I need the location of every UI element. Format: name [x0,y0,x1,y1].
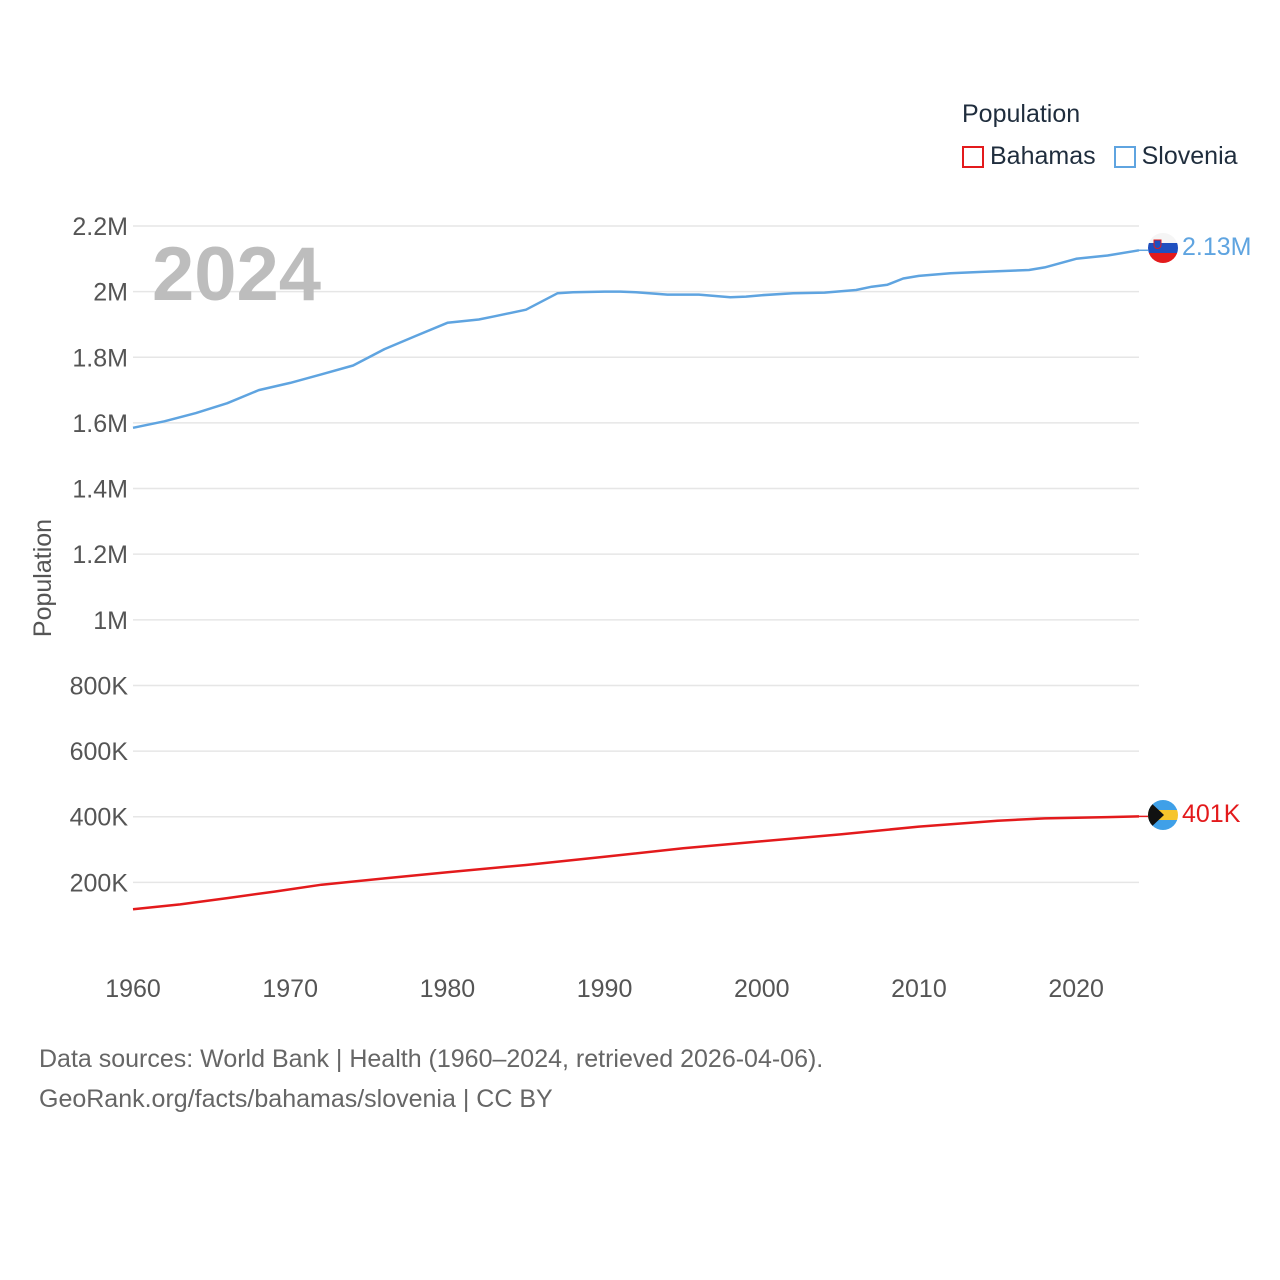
y-tick-label: 1.2M [72,541,128,569]
legend-title: Population [962,100,1081,128]
series-line-slovenia [132,249,1140,430]
x-tick-label: 2000 [734,975,790,1003]
legend-swatch-bahamas [962,145,984,168]
y-tick-label: 600K [70,738,129,766]
slovenia-end-label: 2.13M [1182,233,1251,261]
slovenia-flag-icon [1148,233,1178,263]
legend-item-bahamas[interactable]: Bahamas [962,142,1096,171]
legend-label-bahamas: Bahamas [990,142,1096,170]
footer-link[interactable]: GeoRank.org/facts/bahamas/slovenia | CC … [39,1085,553,1113]
y-tick-label: 200K [70,869,129,897]
y-axis-label: Population [29,519,57,637]
x-axis-ticks: 1960 1970 1980 1990 2000 2010 2020 [105,975,1104,1003]
x-tick-label: 2020 [1048,975,1104,1003]
y-tick-label: 1.8M [72,344,128,372]
series-line-bahamas [132,815,1140,911]
bahamas-end-label: 401K [1182,800,1241,828]
footer-sources: Data sources: World Bank | Health (1960–… [39,1045,824,1073]
y-axis-ticks: 200K 400K 600K 800K 1M 1.2M 1.4M 1.6M 1.8M 2M 2.2M [70,213,129,897]
legend: Bahamas Slovenia [962,142,1256,171]
gridlines [133,225,1139,884]
y-tick-label: 1M [93,607,128,635]
x-tick-label: 1990 [577,975,633,1003]
year-watermark: 2024 [152,232,321,317]
series-lines [132,249,1148,911]
x-tick-label: 2010 [891,975,947,1003]
y-tick-label: 1.4M [72,476,128,504]
bahamas-flag-icon [1148,800,1178,830]
legend-item-slovenia[interactable]: Slovenia [1113,142,1238,171]
legend-swatch-slovenia [1113,145,1136,168]
x-tick-label: 1980 [420,975,476,1003]
x-tick-label: 1960 [105,975,161,1003]
y-tick-label: 800K [70,672,129,700]
y-tick-label: 2.2M [72,213,128,241]
y-tick-label: 400K [70,804,129,832]
y-tick-label: 2M [93,279,128,307]
x-tick-label: 1970 [262,975,318,1003]
y-tick-label: 1.6M [72,410,128,438]
legend-label-slovenia: Slovenia [1141,142,1238,170]
